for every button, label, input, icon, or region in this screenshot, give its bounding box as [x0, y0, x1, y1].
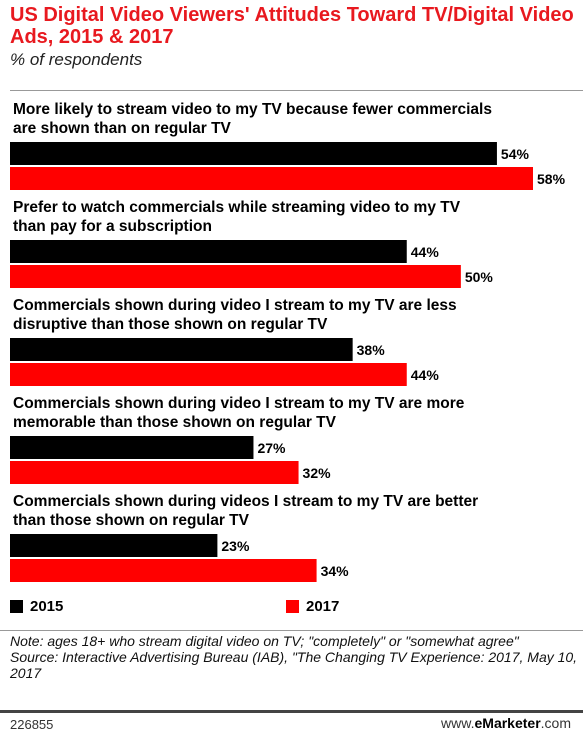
- data-label: 50%: [465, 269, 494, 285]
- bar-2015: [10, 142, 497, 165]
- note-text: Note: ages 18+ who stream digital video …: [10, 633, 519, 649]
- bar-2015: [10, 338, 353, 361]
- notes-divider: [0, 630, 583, 631]
- category-label: More likely to stream video to my TV bec…: [13, 101, 492, 118]
- bar-2015: [10, 240, 407, 263]
- category-label: are shown than on regular TV: [13, 120, 232, 137]
- legend-swatch-2015: [10, 600, 23, 613]
- legend-swatch-2017: [286, 600, 299, 613]
- bar-2017: [10, 461, 299, 484]
- category-label: Commercials shown during video I stream …: [13, 395, 465, 412]
- category-label: than pay for a subscription: [13, 218, 212, 235]
- footer-divider: [0, 710, 583, 713]
- chart-title: US Digital Video Viewers' Attitudes Towa…: [10, 4, 574, 48]
- data-label: 44%: [411, 367, 440, 383]
- data-label: 44%: [411, 244, 440, 260]
- category-label: Prefer to watch commercials while stream…: [13, 199, 461, 216]
- brand-prefix: www.: [441, 715, 475, 731]
- data-label: 32%: [303, 465, 332, 481]
- category-label: Commercials shown during videos I stream…: [13, 493, 478, 510]
- brand-logo: www.eMarketer.com: [441, 715, 571, 731]
- source-text: Source: Interactive Advertising Bureau (…: [10, 649, 578, 681]
- category-label: disruptive than those shown on regular T…: [13, 316, 328, 333]
- bar-2015: [10, 534, 218, 557]
- category-label: Commercials shown during video I stream …: [13, 297, 457, 314]
- bar-2017: [10, 559, 317, 582]
- bar-2017: [10, 167, 533, 190]
- legend-item-2015: 2015: [10, 598, 63, 615]
- data-label: 54%: [501, 146, 530, 162]
- bar-2015: [10, 436, 254, 459]
- brand-name: eMarketer: [474, 715, 541, 731]
- bar-2017: [10, 265, 461, 288]
- notes: Note: ages 18+ who stream digital video …: [10, 633, 580, 681]
- brand-suffix: .com: [540, 715, 571, 731]
- data-label: 27%: [257, 440, 286, 456]
- bar-2017: [10, 363, 407, 386]
- category-label: memorable than those shown on regular TV: [13, 414, 337, 431]
- chart-subtitle: % of respondents: [10, 50, 143, 69]
- bar-chart: More likely to stream video to my TV bec…: [10, 101, 566, 582]
- data-label: 38%: [357, 342, 386, 358]
- legend-label-2015: 2015: [30, 598, 64, 615]
- data-label: 58%: [537, 171, 566, 187]
- legend-item-2017: 2017: [286, 598, 339, 615]
- category-label: than those shown on regular TV: [13, 512, 250, 529]
- data-label: 23%: [221, 538, 250, 554]
- legend-label-2017: 2017: [306, 598, 340, 615]
- legend: 2015 2017: [10, 598, 570, 620]
- chart-id: 226855: [10, 717, 54, 732]
- title-divider: [10, 90, 583, 91]
- data-label: 34%: [321, 563, 350, 579]
